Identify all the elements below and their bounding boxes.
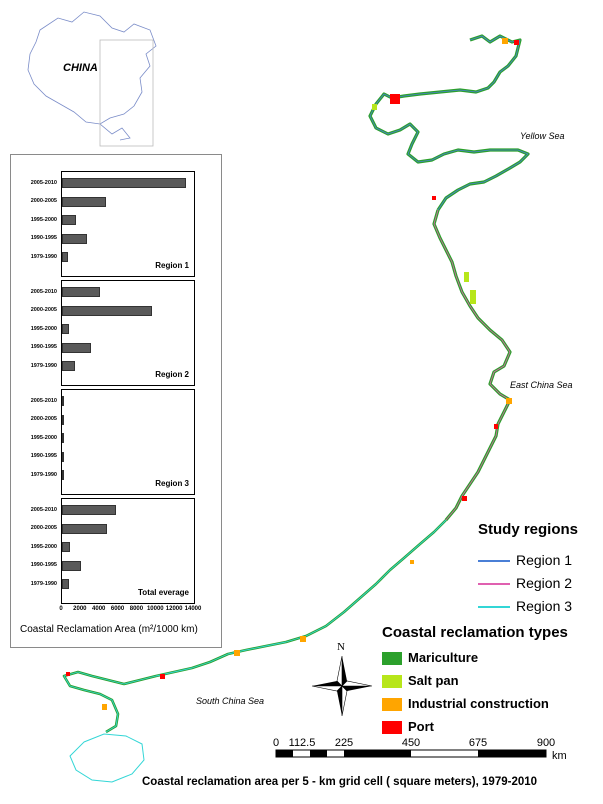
y-tick-label: 1990-1995 bbox=[30, 344, 57, 351]
y-tick-label: 2005-2010 bbox=[30, 288, 57, 295]
south-china-sea-label: South China Sea bbox=[196, 696, 265, 706]
bar-4-1990-1995 bbox=[62, 560, 81, 571]
east-china-sea-label: East China Sea bbox=[510, 380, 573, 390]
reclamation-type-swatch bbox=[382, 721, 402, 734]
y-tick-label: 1995-2000 bbox=[30, 543, 57, 550]
bar-2-2005-2010 bbox=[62, 287, 100, 297]
reclamation-type-label: Mariculture bbox=[408, 650, 479, 665]
bar-1-1990-1995 bbox=[62, 233, 88, 244]
bar-4-1979-1990 bbox=[62, 579, 69, 590]
scale-bar-label: 450 bbox=[401, 737, 421, 749]
bar-2-1979-1990 bbox=[62, 361, 76, 372]
reclamation-type-swatch bbox=[382, 652, 402, 665]
x-tick-label: 8000 bbox=[129, 606, 144, 612]
chart-panel-label: Region 3 bbox=[155, 479, 189, 488]
study-region-label: Region 1 bbox=[516, 552, 573, 568]
region-line-swatch bbox=[478, 606, 510, 608]
compass-north-label: N bbox=[337, 641, 345, 653]
study-regions-title: Study regions bbox=[478, 521, 579, 538]
y-tick-label: 1995-2000 bbox=[30, 216, 57, 223]
china-inset-map bbox=[27, 11, 157, 147]
reclamation-type-swatch bbox=[382, 698, 402, 711]
bar-1-2000-2005 bbox=[62, 196, 107, 207]
bar-4-2005-2010 bbox=[62, 505, 116, 515]
y-tick-label: 1990-1995 bbox=[30, 235, 57, 242]
region-line-swatch bbox=[478, 583, 510, 585]
bar-2-2000-2005 bbox=[62, 305, 152, 316]
y-tick-label: 1979-1990 bbox=[30, 362, 57, 369]
reclamation-type-label: Industrial construction bbox=[408, 696, 549, 711]
region-line-swatch bbox=[478, 560, 510, 562]
scale-bar-label: 225 bbox=[334, 737, 354, 749]
chart-panel-3 bbox=[61, 389, 195, 495]
y-tick-label: 2005-2010 bbox=[30, 506, 57, 513]
study-region-label: Region 2 bbox=[516, 575, 573, 591]
y-tick-label: 1995-2000 bbox=[30, 434, 57, 441]
y-tick-label: 1990-1995 bbox=[30, 453, 57, 460]
coastline bbox=[62, 34, 530, 783]
reclamation-type-label: Salt pan bbox=[408, 673, 459, 688]
bar-3-1979-1990 bbox=[62, 470, 64, 481]
chart-x-axis-title: Coastal Reclamation Area (m²/1000 km) bbox=[20, 624, 198, 635]
bar-2-1990-1995 bbox=[62, 342, 92, 353]
y-tick-label: 1979-1990 bbox=[30, 253, 57, 260]
y-tick-label: 1979-1990 bbox=[30, 471, 57, 478]
study-region-label: Region 3 bbox=[516, 598, 573, 614]
bar-2-1995-2000 bbox=[62, 324, 69, 335]
bar-1-1979-1990 bbox=[62, 252, 68, 263]
x-tick-label: 10000 bbox=[146, 606, 164, 612]
chart-panel-1 bbox=[61, 171, 195, 277]
chart-panel-4 bbox=[61, 498, 195, 604]
north-arrow-icon bbox=[311, 655, 373, 717]
chart-panel-label: Total everage bbox=[138, 588, 189, 597]
scale-bar-label: 112.5 bbox=[288, 737, 316, 749]
x-tick-label: 0 bbox=[59, 606, 63, 612]
y-tick-label: 2000-2005 bbox=[30, 198, 57, 205]
scale-bar-label: 900 bbox=[536, 737, 556, 749]
bar-1-2005-2010 bbox=[62, 178, 187, 188]
chart-panel-label: Region 1 bbox=[155, 261, 189, 270]
bar-3-2005-2010 bbox=[62, 396, 64, 406]
x-tick-label: 2000 bbox=[73, 606, 87, 612]
x-tick-label: 4000 bbox=[92, 606, 106, 612]
y-tick-label: 1995-2000 bbox=[30, 325, 57, 332]
bar-1-1995-2000 bbox=[62, 215, 77, 226]
bar-4-1995-2000 bbox=[62, 542, 70, 553]
y-tick-label: 2005-2010 bbox=[30, 179, 57, 186]
y-tick-label: 1979-1990 bbox=[30, 580, 57, 587]
inset-study-extent bbox=[99, 39, 154, 147]
y-tick-label: 2000-2005 bbox=[30, 525, 57, 532]
bar-3-1990-1995 bbox=[62, 451, 64, 462]
map-caption: Coastal reclamation area per 5 - km grid… bbox=[142, 776, 538, 788]
bar-3-1995-2000 bbox=[62, 433, 64, 444]
reclamation-types-title: Coastal reclamation types bbox=[382, 624, 568, 641]
scale-bar-label: 675 bbox=[468, 737, 488, 749]
scale-bar-unit: km bbox=[552, 750, 567, 762]
y-tick-label: 2000-2005 bbox=[30, 307, 57, 314]
x-tick-label: 12000 bbox=[165, 606, 183, 612]
reclamation-type-label: Port bbox=[408, 719, 434, 734]
bar-4-2000-2005 bbox=[62, 523, 108, 534]
y-tick-label: 2005-2010 bbox=[30, 397, 57, 404]
bar-3-2000-2005 bbox=[62, 414, 64, 425]
inset-china-label: CHINA bbox=[63, 62, 98, 74]
x-tick-label: 6000 bbox=[110, 606, 125, 612]
chart-panel-label: Region 2 bbox=[155, 370, 189, 379]
x-tick-label: 14000 bbox=[184, 606, 202, 612]
scale-bar-label: 0 bbox=[272, 737, 280, 749]
chart-panel-2 bbox=[61, 280, 195, 386]
reclamation-type-swatch bbox=[382, 675, 402, 688]
y-tick-label: 1990-1995 bbox=[30, 562, 57, 569]
scale-bar bbox=[275, 749, 547, 758]
y-tick-label: 2000-2005 bbox=[30, 416, 57, 423]
yellow-sea-label: Yellow Sea bbox=[520, 131, 565, 141]
